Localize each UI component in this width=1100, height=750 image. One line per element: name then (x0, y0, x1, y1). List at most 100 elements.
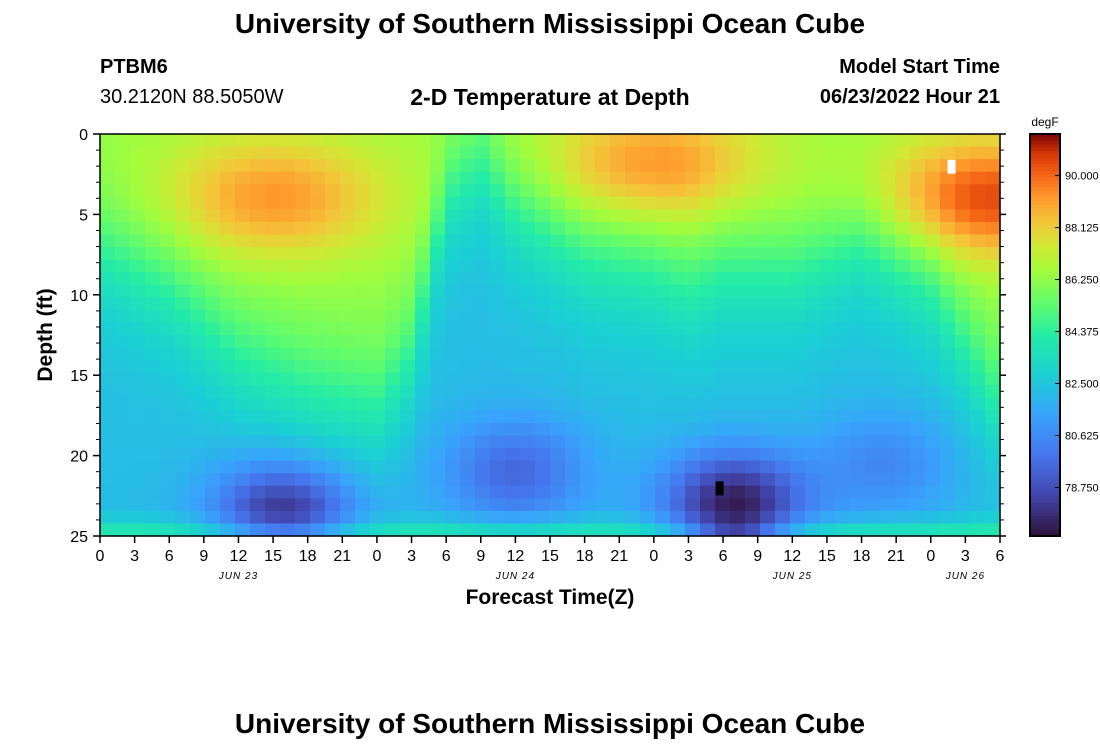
heatmap-cell (610, 422, 626, 437)
heatmap-cell (490, 372, 506, 386)
heatmap-cell (715, 297, 731, 311)
heatmap-cell (970, 435, 986, 449)
date-label: JUN 25 (772, 571, 812, 582)
heatmap-cell (715, 460, 731, 474)
heatmap-cell (220, 410, 236, 424)
heatmap-cell (370, 422, 386, 437)
heatmap-cell (430, 360, 446, 374)
heatmap-cell (340, 184, 356, 198)
heatmap-cell (940, 272, 956, 286)
heatmap-cell (610, 259, 626, 273)
heatmap-cell (175, 360, 191, 374)
heatmap-cell (160, 159, 176, 173)
heatmap-cell (760, 134, 776, 148)
heatmap-cell (730, 297, 746, 311)
heatmap-cell (265, 196, 281, 210)
heatmap-cell (805, 498, 821, 512)
heatmap-cell (820, 523, 836, 537)
heatmap-cell (685, 196, 701, 210)
heatmap-cell (235, 372, 251, 386)
heatmap-cell (490, 397, 506, 411)
heatmap-cell (715, 259, 731, 273)
heatmap-cell (685, 146, 701, 160)
heatmap-cell (295, 184, 311, 198)
heatmap-cell (835, 322, 851, 336)
heatmap-cell (670, 259, 686, 273)
heatmap-cell (910, 322, 926, 336)
heatmap-cell (340, 259, 356, 273)
heatmap-cell (745, 272, 761, 286)
heatmap-cell (640, 272, 656, 286)
heatmap-cell (865, 196, 881, 210)
heatmap-cell (565, 523, 581, 537)
heatmap-cell (910, 473, 926, 487)
heatmap-cell (385, 347, 401, 361)
heatmap-cell (115, 422, 131, 437)
heatmap-cell (460, 435, 476, 449)
heatmap-cell (205, 297, 221, 311)
heatmap-cell (580, 360, 596, 374)
heatmap-cell (580, 372, 596, 386)
heatmap-cell (940, 372, 956, 386)
heatmap-cell (295, 247, 311, 261)
heatmap-cell (505, 134, 521, 148)
heatmap-cell (505, 523, 521, 537)
heatmap-cell (685, 448, 701, 462)
heatmap-cell (460, 372, 476, 386)
heatmap-cell (145, 247, 161, 261)
heatmap-cell (310, 523, 326, 537)
heatmap-cell (565, 171, 581, 185)
heatmap-cell (640, 485, 656, 499)
heatmap-cell (460, 259, 476, 273)
heatmap-cell (400, 297, 416, 311)
heatmap-cell (835, 272, 851, 286)
heatmap-cell (700, 523, 716, 537)
heatmap-cell (175, 209, 191, 223)
heatmap-cell (790, 347, 806, 361)
heatmap-cell (700, 221, 716, 236)
heatmap-cell (760, 335, 776, 349)
heatmap-cell (925, 309, 941, 324)
heatmap-cell (790, 435, 806, 449)
heatmap-cell (265, 397, 281, 411)
heatmap-cell (205, 284, 221, 298)
heatmap-cell (925, 473, 941, 487)
heatmap-cell (475, 510, 491, 525)
heatmap-cell (400, 234, 416, 248)
heatmap-cell (145, 372, 161, 386)
heatmap-cell (820, 410, 836, 424)
heatmap-cell (265, 322, 281, 336)
heatmap-cell (880, 297, 896, 311)
heatmap-cell (160, 322, 176, 336)
heatmap-cell (250, 397, 266, 411)
colorbar-swatch (1030, 180, 1060, 185)
heatmap-cell (160, 510, 176, 525)
heatmap-cell (355, 309, 371, 324)
heatmap-cell (295, 146, 311, 160)
heatmap-cell (910, 460, 926, 474)
heatmap-cell (580, 221, 596, 236)
heatmap-cell (475, 322, 491, 336)
heatmap-cell (325, 259, 341, 273)
heatmap-cell (445, 247, 461, 261)
heatmap-cell (325, 209, 341, 223)
heatmap-cell (295, 448, 311, 462)
heatmap-cell (775, 259, 791, 273)
heatmap-cell (250, 435, 266, 449)
heatmap-cell (475, 448, 491, 462)
heatmap-cell (715, 385, 731, 399)
heatmap-cell (220, 209, 236, 223)
marker-white (947, 159, 956, 174)
heatmap-cell (205, 322, 221, 336)
heatmap-cell (955, 422, 971, 437)
heatmap-cell (190, 146, 206, 160)
heatmap-cell (805, 134, 821, 148)
heatmap-cell (250, 159, 266, 173)
heatmap-cell (460, 309, 476, 324)
heatmap-cell (490, 435, 506, 449)
heatmap-cell (565, 410, 581, 424)
heatmap-cell (835, 397, 851, 411)
heatmap-cell (865, 171, 881, 185)
heatmap-cell (925, 272, 941, 286)
heatmap-cell (295, 335, 311, 349)
